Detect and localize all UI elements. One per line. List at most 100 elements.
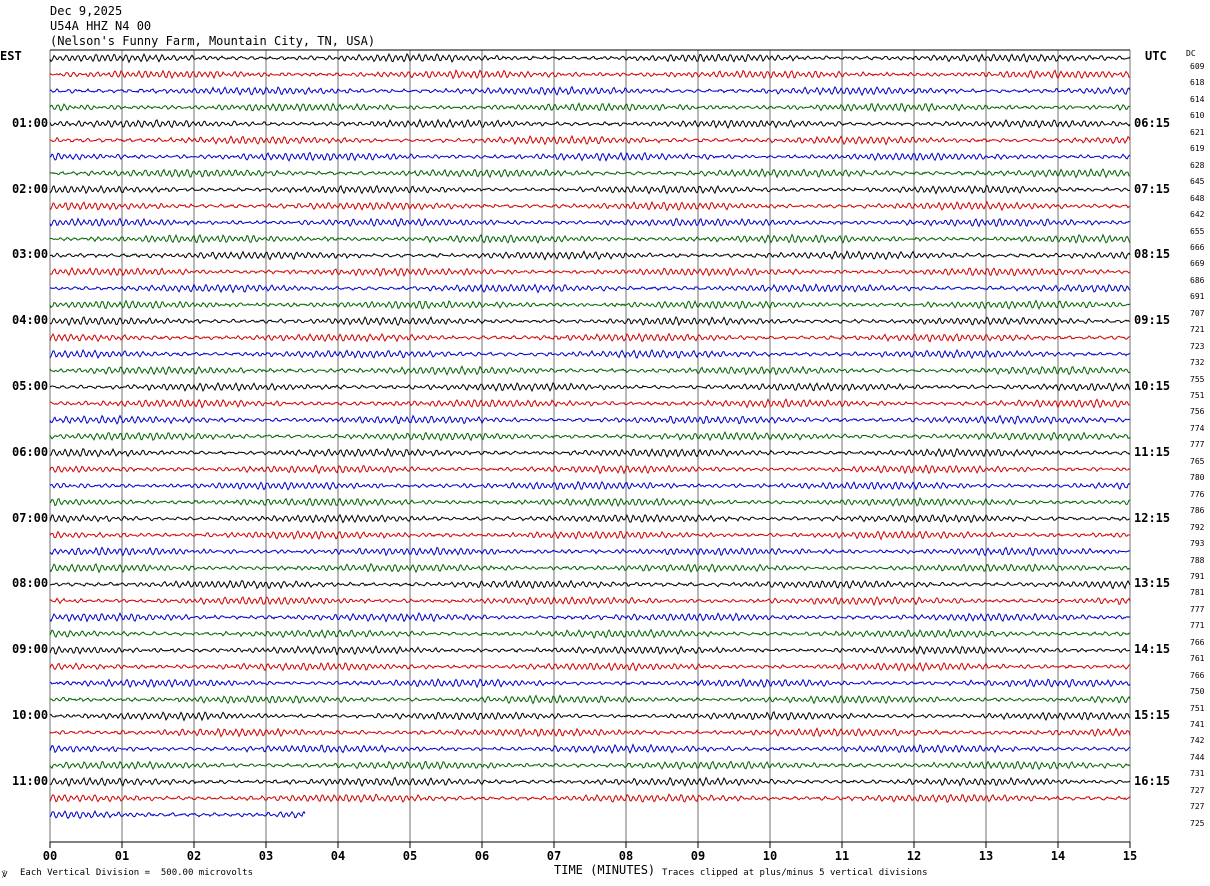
est-time-label: 07:00 bbox=[12, 510, 49, 525]
dc-value: 766 bbox=[1190, 637, 1205, 647]
trace-line bbox=[49, 85, 1131, 97]
trace-line bbox=[49, 134, 1131, 146]
x-tick-label: 00 bbox=[43, 849, 57, 863]
trace-line bbox=[49, 760, 1131, 771]
trace-line bbox=[49, 628, 1131, 639]
trace-line bbox=[49, 743, 1131, 755]
utc-time-label: 14:15 bbox=[1134, 642, 1171, 657]
dc-value: 788 bbox=[1190, 555, 1205, 565]
dc-value: 766 bbox=[1190, 670, 1205, 680]
dc-value: 655 bbox=[1190, 226, 1205, 236]
dc-value: 750 bbox=[1190, 687, 1205, 697]
x-axis-label: TIME (MINUTES) bbox=[554, 863, 656, 877]
dc-value: 618 bbox=[1190, 78, 1205, 88]
trace-line bbox=[49, 283, 1131, 294]
trace-line bbox=[49, 678, 1131, 689]
dc-value: 755 bbox=[1190, 374, 1205, 384]
dc-value: 756 bbox=[1190, 407, 1205, 417]
est-time-label: 03:00 bbox=[12, 247, 49, 262]
trace-line bbox=[49, 480, 1131, 491]
trace-line bbox=[49, 727, 1131, 738]
utc-time-label: 09:15 bbox=[1134, 313, 1171, 328]
dc-value: 792 bbox=[1190, 522, 1205, 532]
est-time-label: 02:00 bbox=[12, 181, 49, 196]
trace-line bbox=[49, 348, 1131, 360]
trace-line bbox=[49, 151, 1131, 162]
utc-time-label: 07:15 bbox=[1134, 181, 1171, 196]
dc-value: 725 bbox=[1190, 818, 1205, 828]
dc-value: 691 bbox=[1190, 292, 1205, 302]
dc-value: 771 bbox=[1190, 621, 1205, 631]
x-tick-label: 02 bbox=[187, 849, 201, 863]
trace-line bbox=[49, 200, 1131, 212]
trace-line bbox=[49, 382, 1131, 393]
est-time-label: 11:00 bbox=[12, 773, 49, 788]
dc-value: 610 bbox=[1190, 111, 1205, 121]
dc-value: 774 bbox=[1190, 423, 1205, 433]
dc-value: 628 bbox=[1190, 160, 1205, 170]
dc-value: 621 bbox=[1190, 127, 1205, 137]
dc-value: 614 bbox=[1190, 94, 1205, 104]
trace-line bbox=[49, 661, 1131, 672]
x-tick-label: 04 bbox=[331, 849, 345, 863]
dc-value: 776 bbox=[1190, 489, 1205, 499]
right-timezone-label: UTC bbox=[1145, 49, 1167, 63]
header-station: U54A HHZ N4 00 bbox=[50, 19, 152, 33]
dc-value: 781 bbox=[1190, 588, 1205, 598]
dc-value: 777 bbox=[1190, 440, 1205, 450]
est-time-label: 09:00 bbox=[12, 642, 49, 657]
trace-line bbox=[49, 69, 1131, 80]
dc-value: 751 bbox=[1190, 703, 1205, 713]
est-time-label: 08:00 bbox=[12, 576, 49, 591]
clip-note: Traces clipped at plus/minus 5 vertical … bbox=[662, 868, 928, 878]
trace-line bbox=[49, 694, 1131, 705]
trace-line bbox=[49, 266, 1131, 277]
dc-value: 731 bbox=[1190, 769, 1205, 779]
corner-mark-icon: ℣ bbox=[2, 870, 8, 879]
x-tick-label: 05 bbox=[403, 849, 417, 863]
trace-line bbox=[49, 447, 1131, 458]
x-tick-label: 06 bbox=[475, 849, 489, 863]
dc-value: 666 bbox=[1190, 242, 1205, 252]
est-time-label: 05:00 bbox=[12, 379, 49, 393]
dc-value: 642 bbox=[1190, 210, 1205, 220]
dc-value: 761 bbox=[1190, 654, 1205, 664]
dc-value: 609 bbox=[1190, 62, 1205, 71]
utc-time-label: 15:15 bbox=[1134, 708, 1171, 722]
est-time-label: 10:00 bbox=[12, 708, 49, 722]
dc-value: 777 bbox=[1190, 604, 1205, 614]
dc-value: 727 bbox=[1190, 802, 1205, 812]
dc-value: 648 bbox=[1190, 193, 1205, 203]
x-tick-label: 07 bbox=[547, 849, 561, 863]
header-date: Dec 9,2025 bbox=[50, 4, 123, 18]
utc-time-label: 12:15 bbox=[1134, 510, 1171, 525]
est-time-label: 01:00 bbox=[12, 115, 49, 130]
utc-time-label: 06:15 bbox=[1134, 115, 1171, 130]
dc-value: 786 bbox=[1190, 506, 1205, 516]
trace-line bbox=[49, 645, 1131, 656]
trace-line bbox=[49, 562, 1131, 574]
trace-line bbox=[49, 546, 1131, 557]
utc-time-label: 13:15 bbox=[1134, 576, 1171, 591]
dc-value: 619 bbox=[1190, 144, 1205, 154]
left-timezone-label: EST bbox=[0, 49, 22, 63]
trace-line bbox=[49, 414, 1131, 425]
x-tick-label: 13 bbox=[979, 849, 993, 863]
trace-line bbox=[49, 365, 1131, 376]
utc-time-label: 08:15 bbox=[1134, 247, 1171, 262]
trace-line bbox=[49, 299, 1131, 310]
trace-line bbox=[49, 611, 1131, 623]
utc-time-label: 11:15 bbox=[1134, 444, 1171, 459]
dc-value: 780 bbox=[1190, 473, 1205, 483]
trace-line bbox=[49, 118, 1131, 129]
dc-value: 732 bbox=[1190, 358, 1205, 368]
scale-note: Each Vertical Division = 500.00 microvol… bbox=[20, 868, 253, 878]
x-tick-label: 12 bbox=[907, 849, 921, 863]
dc-value: 742 bbox=[1190, 736, 1205, 746]
dc-value: 707 bbox=[1190, 308, 1205, 318]
dc-value: 741 bbox=[1190, 720, 1205, 729]
x-tick-label: 11 bbox=[835, 849, 849, 863]
trace-line bbox=[49, 711, 1131, 722]
x-tick-label: 01 bbox=[115, 849, 129, 863]
